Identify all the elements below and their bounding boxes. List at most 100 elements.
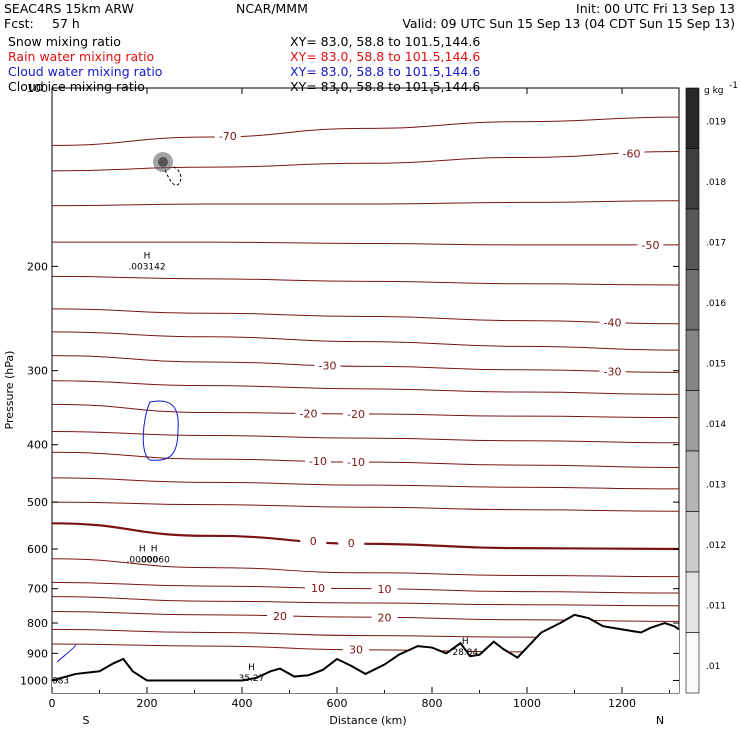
colorbar-segment — [685, 329, 700, 391]
contour-label: -60 — [623, 147, 641, 160]
contour-label-bg — [618, 146, 645, 160]
field-name-snow: Snow mixing ratio — [8, 34, 121, 49]
x-tick-label: 0 — [49, 697, 56, 710]
x-tick-label: 800 — [422, 697, 443, 710]
y-tick-label: 600 — [27, 543, 48, 556]
maximum-value: .00060 — [138, 556, 170, 566]
colorbar-label: .013 — [706, 480, 726, 490]
contour-label: -30 — [319, 359, 337, 372]
contour-label-bg — [637, 237, 664, 251]
contour-label-bg — [343, 406, 369, 420]
maximum-marker: H — [151, 545, 158, 555]
temperature-contour-line — [51, 275, 680, 286]
maximum-value: 28.84 — [452, 648, 478, 658]
temperature-contour-line — [51, 200, 680, 207]
colorbar: .019 .018 .017 .016 .015 .014 .013 .012 .011 .01 — [685, 87, 726, 694]
contour-label-bg — [305, 454, 331, 468]
y-tick-label: 500 — [27, 496, 48, 509]
colorbar-segment — [685, 390, 700, 452]
temperature-contour-line — [51, 430, 680, 444]
mixing-ratio-features — [56, 152, 182, 663]
colorbar-label: .018 — [706, 178, 726, 188]
temperature-contour-line — [51, 522, 680, 551]
y-tick-label: 400 — [27, 439, 48, 452]
temperature-contour-line — [51, 596, 680, 607]
contour-label-bg — [295, 406, 322, 420]
maximum-marker: H — [248, 663, 255, 673]
contour-label-bg — [338, 536, 365, 550]
contour-label: -70 — [219, 130, 237, 143]
y-tick-label: 1000 — [20, 674, 48, 687]
temperature-contour-line — [51, 558, 680, 578]
temperature-contour-line — [51, 355, 680, 373]
contour-label: -20 — [300, 407, 318, 420]
x-tick-label: 1000 — [513, 697, 541, 710]
plot-frame — [51, 87, 680, 694]
snow-maximum-core — [158, 157, 168, 167]
y-tick-label: 100 — [27, 82, 48, 95]
colorbar-segment — [685, 87, 700, 149]
maximum-value: 35.27 — [239, 674, 265, 684]
fcst-label: Fcst: — [4, 16, 34, 31]
contour-label-bg — [314, 358, 341, 372]
contour-labels: -70 -60 -50 -40 -30 -30 -20 -20 -10 -10 0 0 10 10 20 20… — [214, 129, 664, 657]
terrain — [51, 613, 680, 693]
y-tick-label: 200 — [27, 260, 48, 273]
temperature-contour-line — [51, 241, 679, 246]
colorbar-segment — [685, 148, 700, 210]
contour-label: -10 — [309, 455, 327, 468]
temperature-contour-line — [51, 331, 680, 351]
terrain-line — [51, 613, 680, 682]
maximum-marker: H — [144, 251, 151, 261]
init-time: Init: 00 UTC Fri 13 Sep 13 — [576, 1, 735, 16]
y-tick-label: 700 — [27, 583, 48, 596]
contour-label-bg — [214, 129, 241, 143]
x-tick-label: 200 — [137, 697, 158, 710]
temperature-contour-line — [51, 308, 680, 325]
contour-label-bg — [371, 582, 398, 596]
field-name-cloud-water: Cloud water mixing ratio — [8, 64, 162, 79]
axes: 0 200 400 600 800 1000 12001002003004005006007… — [20, 82, 679, 710]
contour-label-bg — [343, 454, 369, 468]
maximum-marker: H — [462, 637, 469, 647]
colorbar-segment — [685, 632, 700, 694]
contour-label-bg — [371, 610, 398, 624]
center-title: NCAR/MMM — [236, 1, 308, 16]
contour-label: 30 — [349, 644, 363, 657]
contour-label-bg — [599, 315, 626, 329]
colorbar-label: .016 — [706, 299, 726, 309]
field-xy-cloud-water: XY= 83.0, 58.8 to 101.5,144.6 — [290, 64, 480, 79]
colorbar-segment — [685, 571, 700, 633]
colorbar-unit: g kg — [704, 86, 724, 96]
x-tick-label: 400 — [232, 697, 253, 710]
contour-label-bg — [343, 642, 369, 656]
x-end-label-right: N — [656, 714, 664, 727]
contour-label: 0 — [310, 535, 317, 548]
contour-label: 20 — [273, 610, 287, 623]
colorbar-label: .014 — [706, 420, 726, 430]
field-xy-cloud-ice: XY= 83.0, 58.8 to 101.5,144.6 — [290, 79, 480, 94]
snow-contour — [164, 165, 182, 186]
fcst-value: 57 h — [52, 16, 80, 31]
x-tick-label: 600 — [327, 697, 348, 710]
colorbar-segment — [685, 450, 700, 512]
contour-label-bg — [267, 608, 293, 622]
temperature-contour-line — [51, 477, 680, 490]
contour-label: -10 — [347, 456, 365, 469]
contour-label-bg — [305, 580, 331, 594]
cloud-water-contour-surface — [56, 644, 77, 663]
contour-label-bg — [599, 364, 626, 378]
cloud-water-contour — [142, 400, 179, 461]
x-axis-label: Distance (km) — [329, 714, 406, 727]
colorbar-segment — [685, 511, 700, 573]
model-title: SEAC4RS 15km ARW — [4, 1, 134, 16]
maximum-value: .00000 — [127, 556, 159, 566]
valid-time: Valid: 09 UTC Sun 15 Sep 13 (04 CDT Sun … — [402, 16, 735, 31]
y-axis-label: Pressure (hPa) — [3, 351, 16, 430]
contour-label: -40 — [604, 316, 622, 329]
temperature-contour-line — [51, 151, 680, 172]
temperature-contour-line — [51, 116, 680, 146]
field-name-rain: Rain water mixing ratio — [8, 49, 154, 64]
